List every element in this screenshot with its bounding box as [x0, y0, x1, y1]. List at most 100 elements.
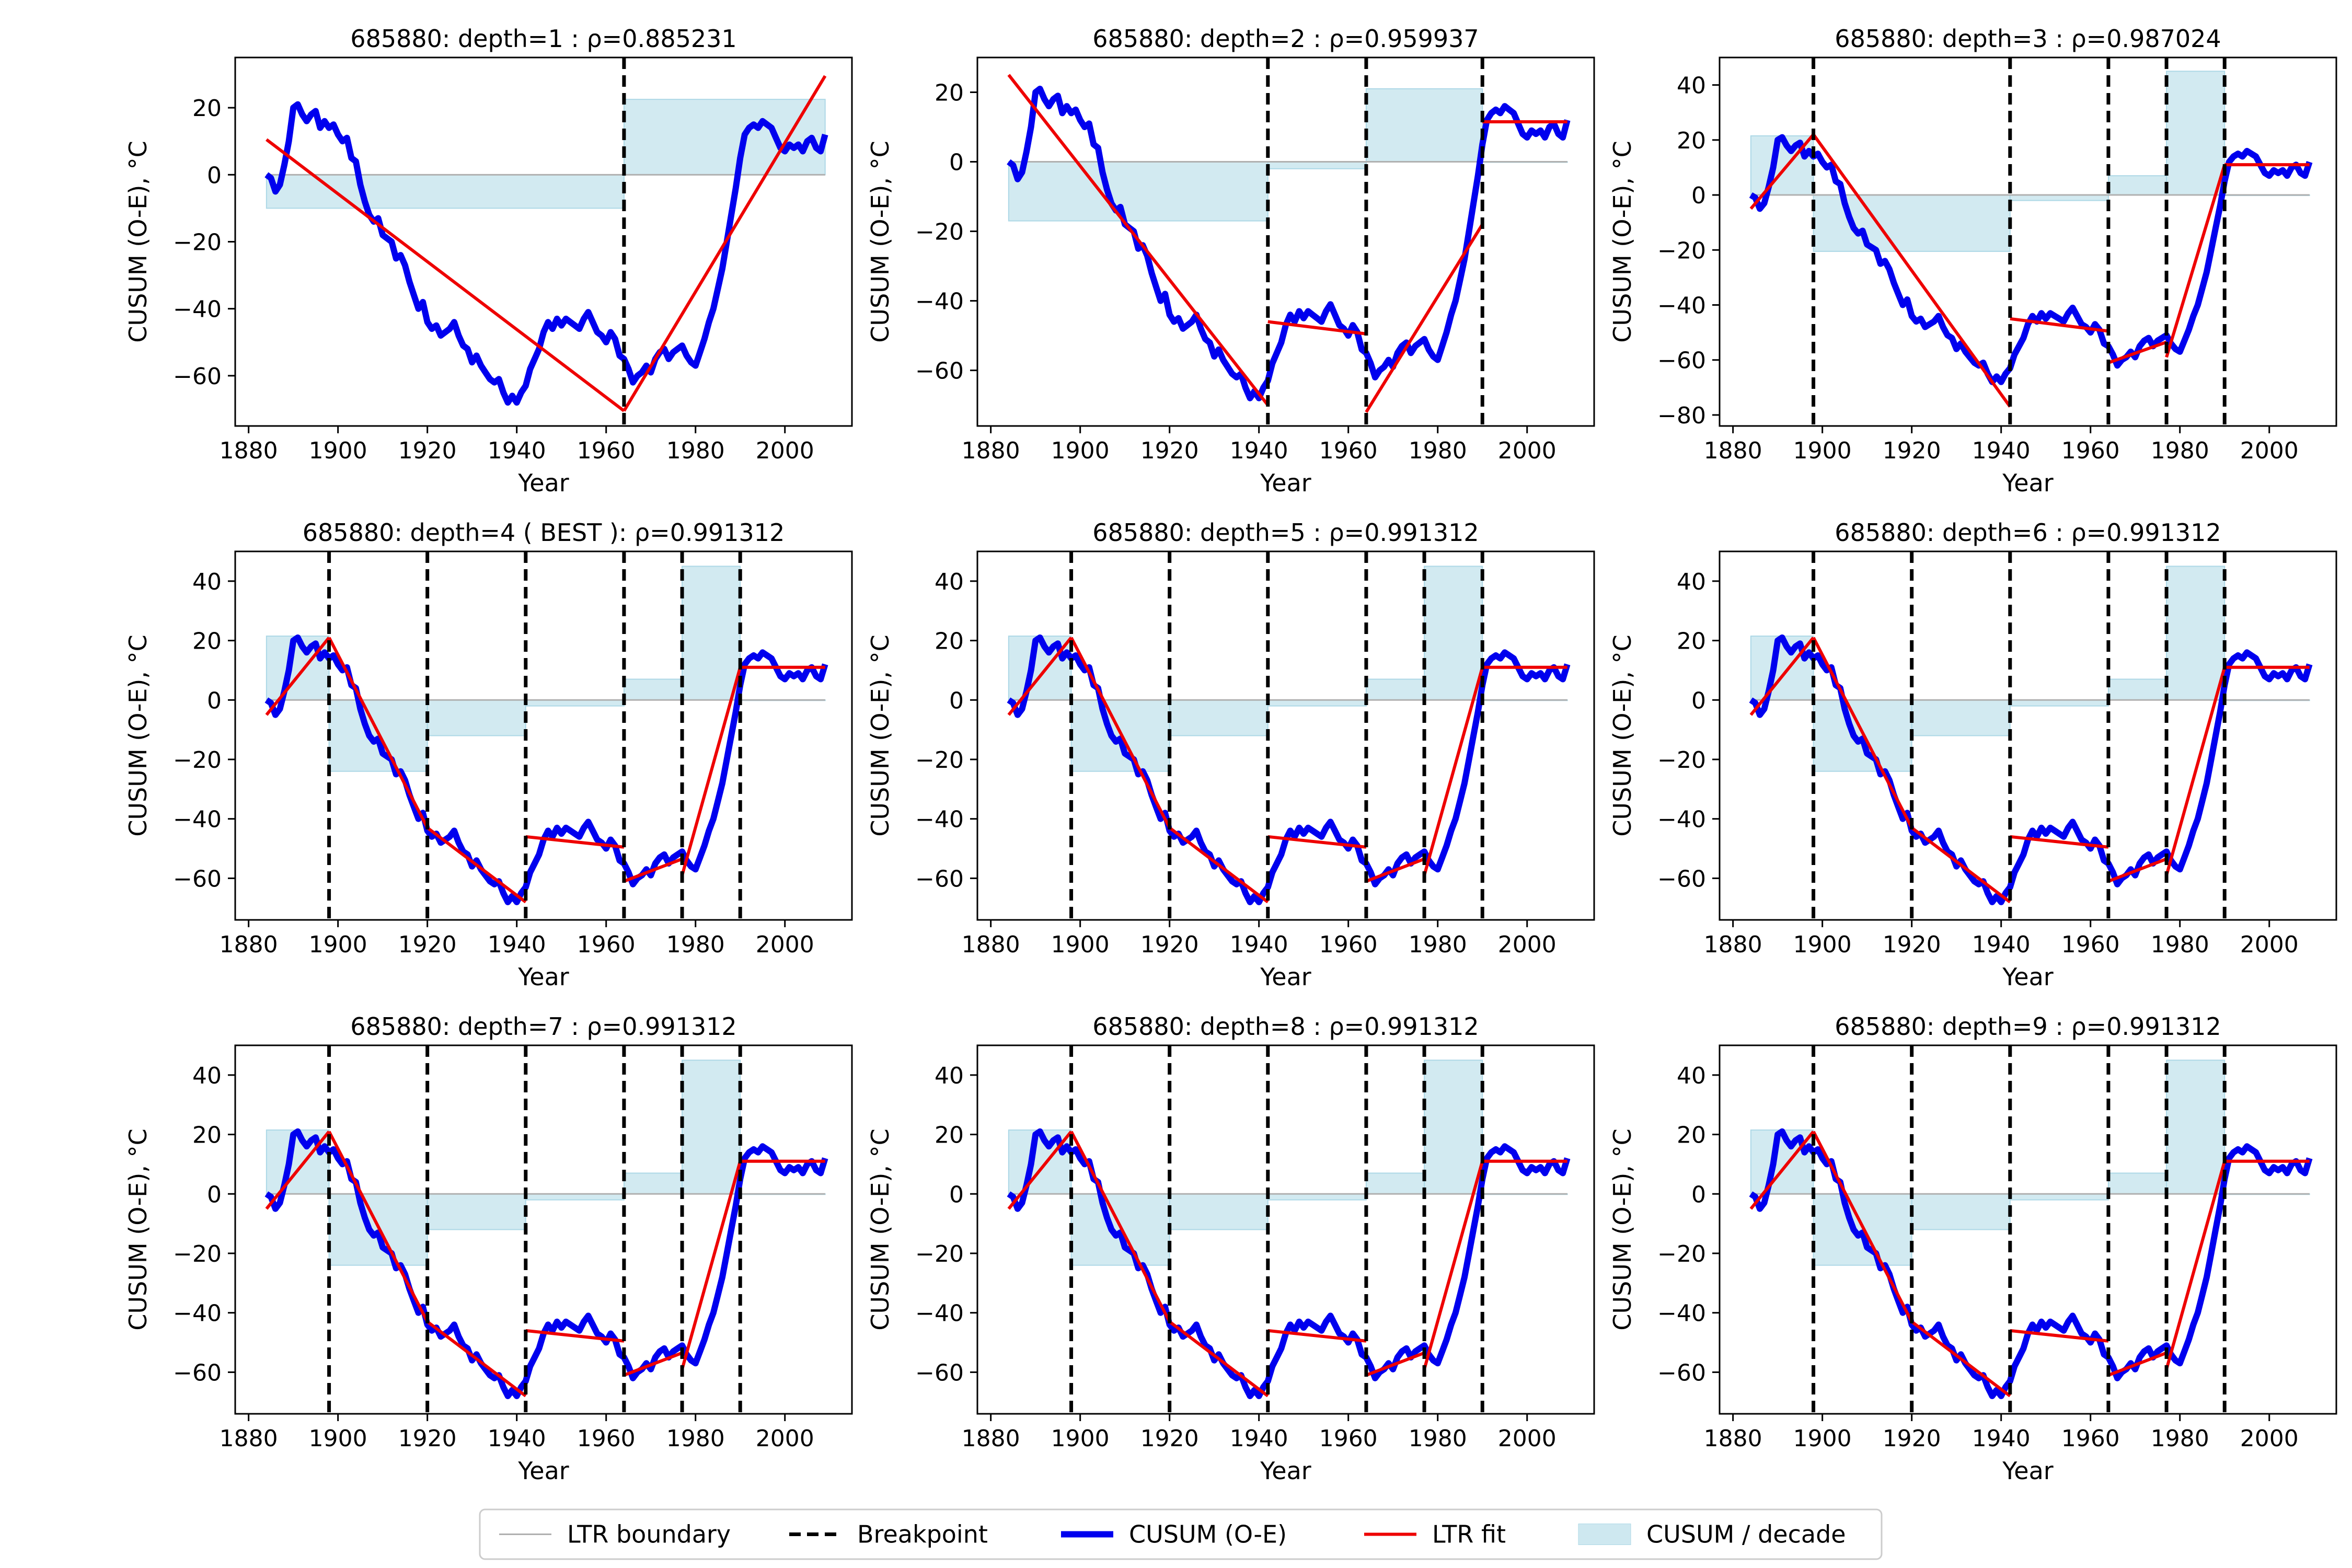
decade-bar: [1911, 699, 2011, 736]
cusum-line: [1749, 1128, 2313, 1399]
ltr-fit-segment: [2165, 164, 2227, 358]
x-tick-label: 1880: [220, 437, 278, 464]
ltr-fit-segment: [1910, 1320, 2011, 1398]
legend: LTR boundary Breakpoint CUSUM (O-E) LTR fit…: [479, 1508, 1883, 1560]
decade-bar: [1365, 678, 1425, 701]
y-tick-label: 0: [207, 1181, 222, 1208]
plot-area: [1007, 1045, 1571, 1414]
ltr-fit-segment: [1267, 835, 1367, 849]
y-tick-label: −20: [915, 1241, 964, 1267]
y-tick-label: −60: [915, 358, 964, 385]
y-tick-label: 20: [192, 628, 222, 655]
y-tick-label: 20: [935, 1122, 964, 1149]
ltr-fit-segment: [1168, 1320, 1269, 1398]
x-tick-label: 1940: [488, 931, 546, 958]
y-axis-label: CUSUM (O-E), °C: [1608, 141, 1636, 342]
decade-bar: [2166, 566, 2226, 701]
decade-bar: [1267, 1193, 1367, 1201]
x-tick-label: 1900: [309, 437, 367, 464]
axes-frame: [1719, 56, 2337, 427]
decade-bar: [1911, 1193, 2011, 1230]
decade-bar: [525, 699, 625, 707]
panel-title: 685880: depth=5 : ρ=0.991312: [1092, 518, 1479, 547]
panel-1: 1880 1900 1920 1940 1960 1980 2000 20 0 −20 −40 −60…: [124, 25, 853, 497]
ltr-fit-segment: [1812, 637, 1913, 829]
ltr-fit-segment: [1749, 1130, 1815, 1210]
ltr-fit-segment: [2010, 317, 2109, 333]
x-tick-label: 1940: [1230, 437, 1288, 464]
ltr-fit-segment: [266, 138, 625, 412]
y-tick-label: 20: [192, 1122, 222, 1149]
panel-title: 685880: depth=8 : ρ=0.991312: [1092, 1012, 1479, 1041]
y-tick-label: 40: [1677, 569, 1706, 595]
legend-entry: Breakpoint: [789, 1520, 988, 1549]
panel-title: 685880: depth=3 : ρ=0.987024: [1835, 25, 2221, 53]
x-tick-label: 1940: [1972, 931, 2031, 958]
x-tick-label: 1980: [2151, 437, 2209, 464]
x-tick-label: 1900: [1051, 437, 1110, 464]
plot-area: [1749, 551, 2313, 920]
y-tick-label: −60: [1657, 348, 1706, 374]
panel-3: 1880 1900 1920 1940 1960 1980 2000 40 20 0 −20 −40 −…: [1608, 25, 2337, 497]
cusum-line: [1007, 634, 1571, 905]
x-tick-label: 1980: [1409, 931, 1467, 958]
decade-bar: [1169, 1193, 1269, 1230]
y-tick-label: −20: [173, 229, 222, 256]
plot-area: [264, 1045, 828, 1414]
x-axis-label: Year: [517, 963, 569, 991]
y-tick-label: 20: [1677, 128, 1706, 154]
x-tick-label: 1960: [1319, 931, 1378, 958]
y-tick-label: −20: [1657, 237, 1706, 264]
ltr-fit-segment: [623, 857, 683, 883]
ltr-fit-segment: [1267, 320, 1367, 336]
x-axis-label: Year: [517, 469, 569, 497]
ltr-fit-segment: [265, 1130, 330, 1210]
x-tick-label: 1980: [2151, 1425, 2209, 1452]
ltr-fit-segment: [623, 1351, 683, 1377]
decade-bar: [1169, 699, 1269, 736]
ltr-fit-segment: [1423, 666, 1484, 876]
cusum-line: [1749, 634, 2313, 905]
x-tick-label: 1980: [666, 1425, 725, 1452]
ltr-fit-segment: [681, 1160, 742, 1370]
decade-bar: [623, 678, 683, 701]
x-tick-label: 1900: [1051, 1425, 1110, 1452]
panel-grid: 1880 1900 1920 1940 1960 1980 2000 20 0 −20 −40 −60…: [124, 25, 2337, 1485]
panel-6: 1880 1900 1920 1940 1960 1980 2000 40 20 0 −20 −40 −…: [1608, 518, 2337, 991]
decade-bar: [1424, 566, 1483, 701]
x-tick-label: 1960: [577, 931, 636, 958]
ltr-fit-segment: [327, 637, 429, 829]
y-tick-label: 40: [1677, 1063, 1706, 1089]
plot-area: [1007, 551, 1571, 920]
decade-bar: [2166, 71, 2226, 196]
axes-frame: [234, 1044, 853, 1415]
ltr-fit-segment: [622, 75, 827, 412]
decade-bar: [266, 1129, 330, 1195]
x-tick-label: 1880: [1704, 1425, 1762, 1452]
x-tick-label: 1920: [398, 437, 457, 464]
ltr-fit-segment: [1910, 826, 2011, 904]
decade-bar: [1365, 88, 1483, 163]
x-axis-label: Year: [2002, 469, 2053, 497]
x-tick-label: 2000: [1498, 931, 1557, 958]
panel-title: 685880: depth=7 : ρ=0.991312: [350, 1012, 736, 1041]
decade-bar: [266, 174, 625, 209]
axes-frame: [976, 56, 1595, 427]
cusum-line: [1007, 1128, 1571, 1399]
y-axis-label: CUSUM (O-E), °C: [124, 1128, 152, 1330]
x-tick-label: 1940: [488, 437, 546, 464]
x-tick-label: 1920: [1140, 1425, 1199, 1452]
x-tick-label: 1900: [309, 1425, 367, 1452]
x-tick-label: 1880: [1704, 931, 1762, 958]
x-tick-label: 1960: [2061, 931, 2120, 958]
ltr-fit-segment: [1365, 857, 1425, 883]
x-tick-label: 1980: [1409, 1425, 1467, 1452]
decade-bar: [266, 636, 330, 701]
legend-entry: LTR boundary: [499, 1520, 731, 1549]
x-tick-label: 1900: [1051, 931, 1110, 958]
decade-bar: [623, 99, 826, 176]
x-tick-label: 1880: [962, 437, 1020, 464]
ltr-fit-segment: [2010, 835, 2109, 849]
x-tick-label: 1920: [1140, 437, 1199, 464]
y-tick-label: −40: [173, 1300, 222, 1327]
